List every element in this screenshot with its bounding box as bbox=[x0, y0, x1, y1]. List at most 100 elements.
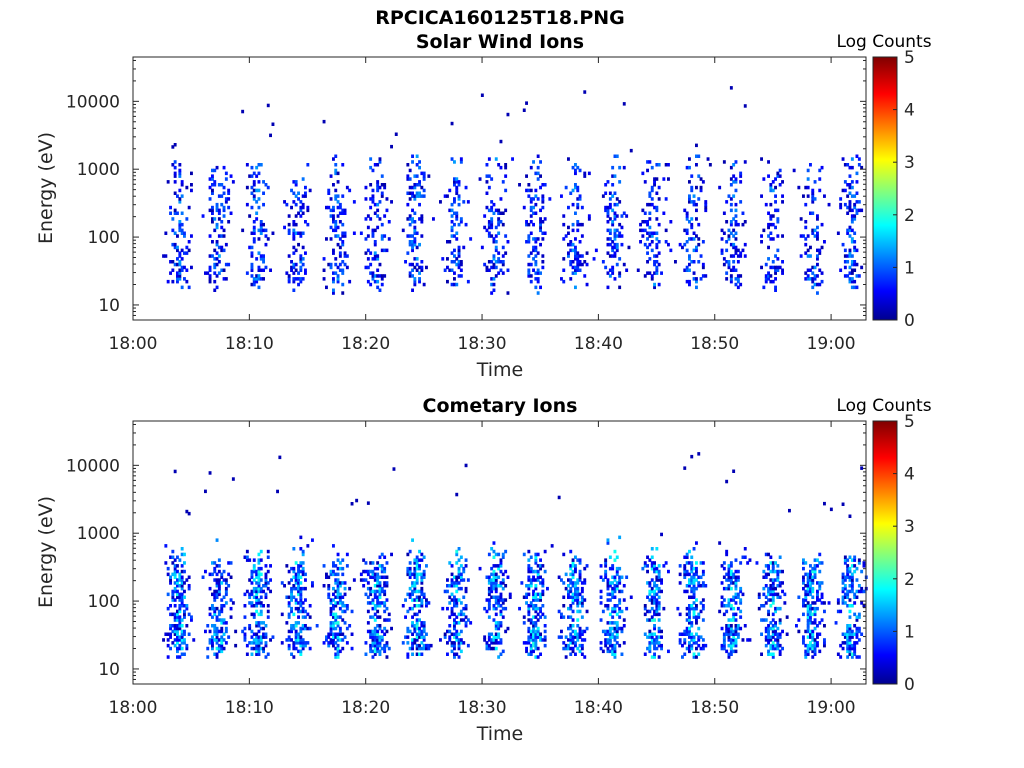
heatmap-cell bbox=[781, 194, 784, 198]
heatmap-cell bbox=[257, 552, 261, 557]
heatmap-cell bbox=[732, 606, 736, 611]
heatmap-cell bbox=[846, 228, 850, 233]
heatmap-cell bbox=[734, 231, 738, 235]
heatmap-cell bbox=[778, 183, 782, 187]
heatmap-cell bbox=[311, 538, 314, 542]
heatmap-cell bbox=[415, 595, 419, 599]
heatmap-cell bbox=[292, 271, 296, 275]
heatmap-cell bbox=[506, 291, 510, 295]
heatmap-cell bbox=[255, 575, 259, 579]
heatmap-cell bbox=[420, 214, 424, 218]
heatmap-cell bbox=[269, 564, 272, 568]
heatmap-cell bbox=[613, 231, 617, 235]
heatmap-cell bbox=[411, 248, 414, 253]
heatmap-cell bbox=[736, 578, 740, 582]
heatmap-cell bbox=[497, 632, 501, 636]
heatmap-cell bbox=[848, 271, 852, 275]
heatmap-cell bbox=[532, 569, 535, 574]
x-tick-label: 18:00 bbox=[109, 334, 158, 354]
heatmap-cell bbox=[427, 643, 431, 648]
heatmap-cell bbox=[532, 160, 535, 164]
heatmap-cell bbox=[448, 601, 452, 605]
heatmap-cell bbox=[818, 177, 822, 181]
heatmap-cell bbox=[643, 228, 647, 233]
heatmap-cell bbox=[376, 643, 380, 648]
heatmap-cell bbox=[685, 268, 689, 272]
heatmap-cell bbox=[257, 598, 261, 602]
heatmap-cell bbox=[539, 558, 542, 562]
heatmap-cell bbox=[183, 231, 186, 235]
heatmap-cell bbox=[415, 262, 419, 267]
heatmap-cell bbox=[492, 618, 496, 622]
heatmap-cell bbox=[338, 561, 342, 565]
heatmap-cell bbox=[769, 586, 773, 591]
heatmap-cell bbox=[857, 561, 861, 565]
heatmap-cell bbox=[608, 566, 612, 571]
heatmap-cell bbox=[252, 237, 256, 241]
heatmap-cell bbox=[383, 274, 387, 278]
heatmap-cell bbox=[485, 609, 489, 614]
heatmap-cell bbox=[725, 479, 729, 484]
heatmap-cell bbox=[171, 612, 175, 617]
heatmap-cell bbox=[692, 237, 696, 241]
heatmap-cell bbox=[813, 612, 817, 617]
heatmap-cell bbox=[371, 641, 375, 645]
heatmap-cell bbox=[648, 592, 652, 597]
heatmap-cell bbox=[217, 586, 221, 591]
heatmap-cell bbox=[578, 254, 582, 258]
heatmap-cell bbox=[338, 566, 342, 571]
heatmap-cell bbox=[736, 606, 740, 611]
heatmap-cell bbox=[850, 268, 854, 272]
heatmap-cell bbox=[653, 254, 656, 258]
heatmap-cell bbox=[613, 174, 617, 178]
heatmap-cell bbox=[422, 174, 426, 178]
heatmap-cell bbox=[802, 234, 805, 238]
heatmap-cell bbox=[678, 572, 682, 577]
heatmap-cell bbox=[250, 231, 254, 235]
heatmap-cell bbox=[494, 245, 498, 250]
heatmap-cell bbox=[450, 632, 454, 636]
heatmap-cell bbox=[176, 595, 179, 599]
heatmap-cell bbox=[806, 274, 810, 278]
heatmap-cell bbox=[704, 200, 708, 204]
heatmap-cell bbox=[641, 220, 645, 224]
heatmap-cell bbox=[695, 234, 698, 238]
heatmap-cell bbox=[180, 604, 184, 608]
heatmap-cell bbox=[732, 217, 736, 221]
heatmap-cell bbox=[453, 581, 456, 585]
heatmap-cell bbox=[455, 492, 459, 497]
heatmap-cell bbox=[574, 581, 577, 585]
heatmap-cell bbox=[734, 237, 738, 241]
heatmap-cell bbox=[415, 581, 419, 585]
heatmap-cell bbox=[536, 291, 540, 295]
heatmap-cell bbox=[562, 552, 566, 557]
heatmap-cell bbox=[843, 641, 847, 645]
heatmap-cell bbox=[776, 578, 780, 582]
heatmap-cell bbox=[769, 652, 773, 656]
heatmap-cell bbox=[166, 655, 170, 659]
heatmap-cell bbox=[729, 274, 733, 278]
heatmap-cell bbox=[297, 615, 300, 619]
heatmap-cell bbox=[334, 228, 338, 233]
heatmap-cell bbox=[613, 646, 617, 651]
heatmap-cell bbox=[413, 242, 417, 247]
heatmap-cell bbox=[350, 632, 354, 636]
heatmap-cell bbox=[369, 592, 373, 597]
heatmap-cell bbox=[411, 245, 414, 250]
heatmap-cell bbox=[208, 279, 212, 284]
heatmap-cell bbox=[453, 271, 456, 275]
heatmap-cell bbox=[464, 589, 468, 594]
heatmap-cell bbox=[604, 558, 608, 562]
heatmap-cell bbox=[453, 575, 456, 579]
heatmap-cell bbox=[734, 245, 738, 250]
heatmap-cell bbox=[739, 180, 743, 184]
heatmap-cell bbox=[336, 643, 340, 648]
heatmap-cell bbox=[332, 569, 335, 574]
heatmap-cell bbox=[539, 606, 542, 611]
heatmap-cell bbox=[178, 174, 182, 178]
heatmap-cell bbox=[369, 271, 373, 275]
heatmap-cell bbox=[539, 615, 542, 619]
heatmap-cell bbox=[343, 208, 347, 213]
heatmap-cell bbox=[532, 632, 535, 636]
heatmap-cell bbox=[692, 260, 696, 264]
